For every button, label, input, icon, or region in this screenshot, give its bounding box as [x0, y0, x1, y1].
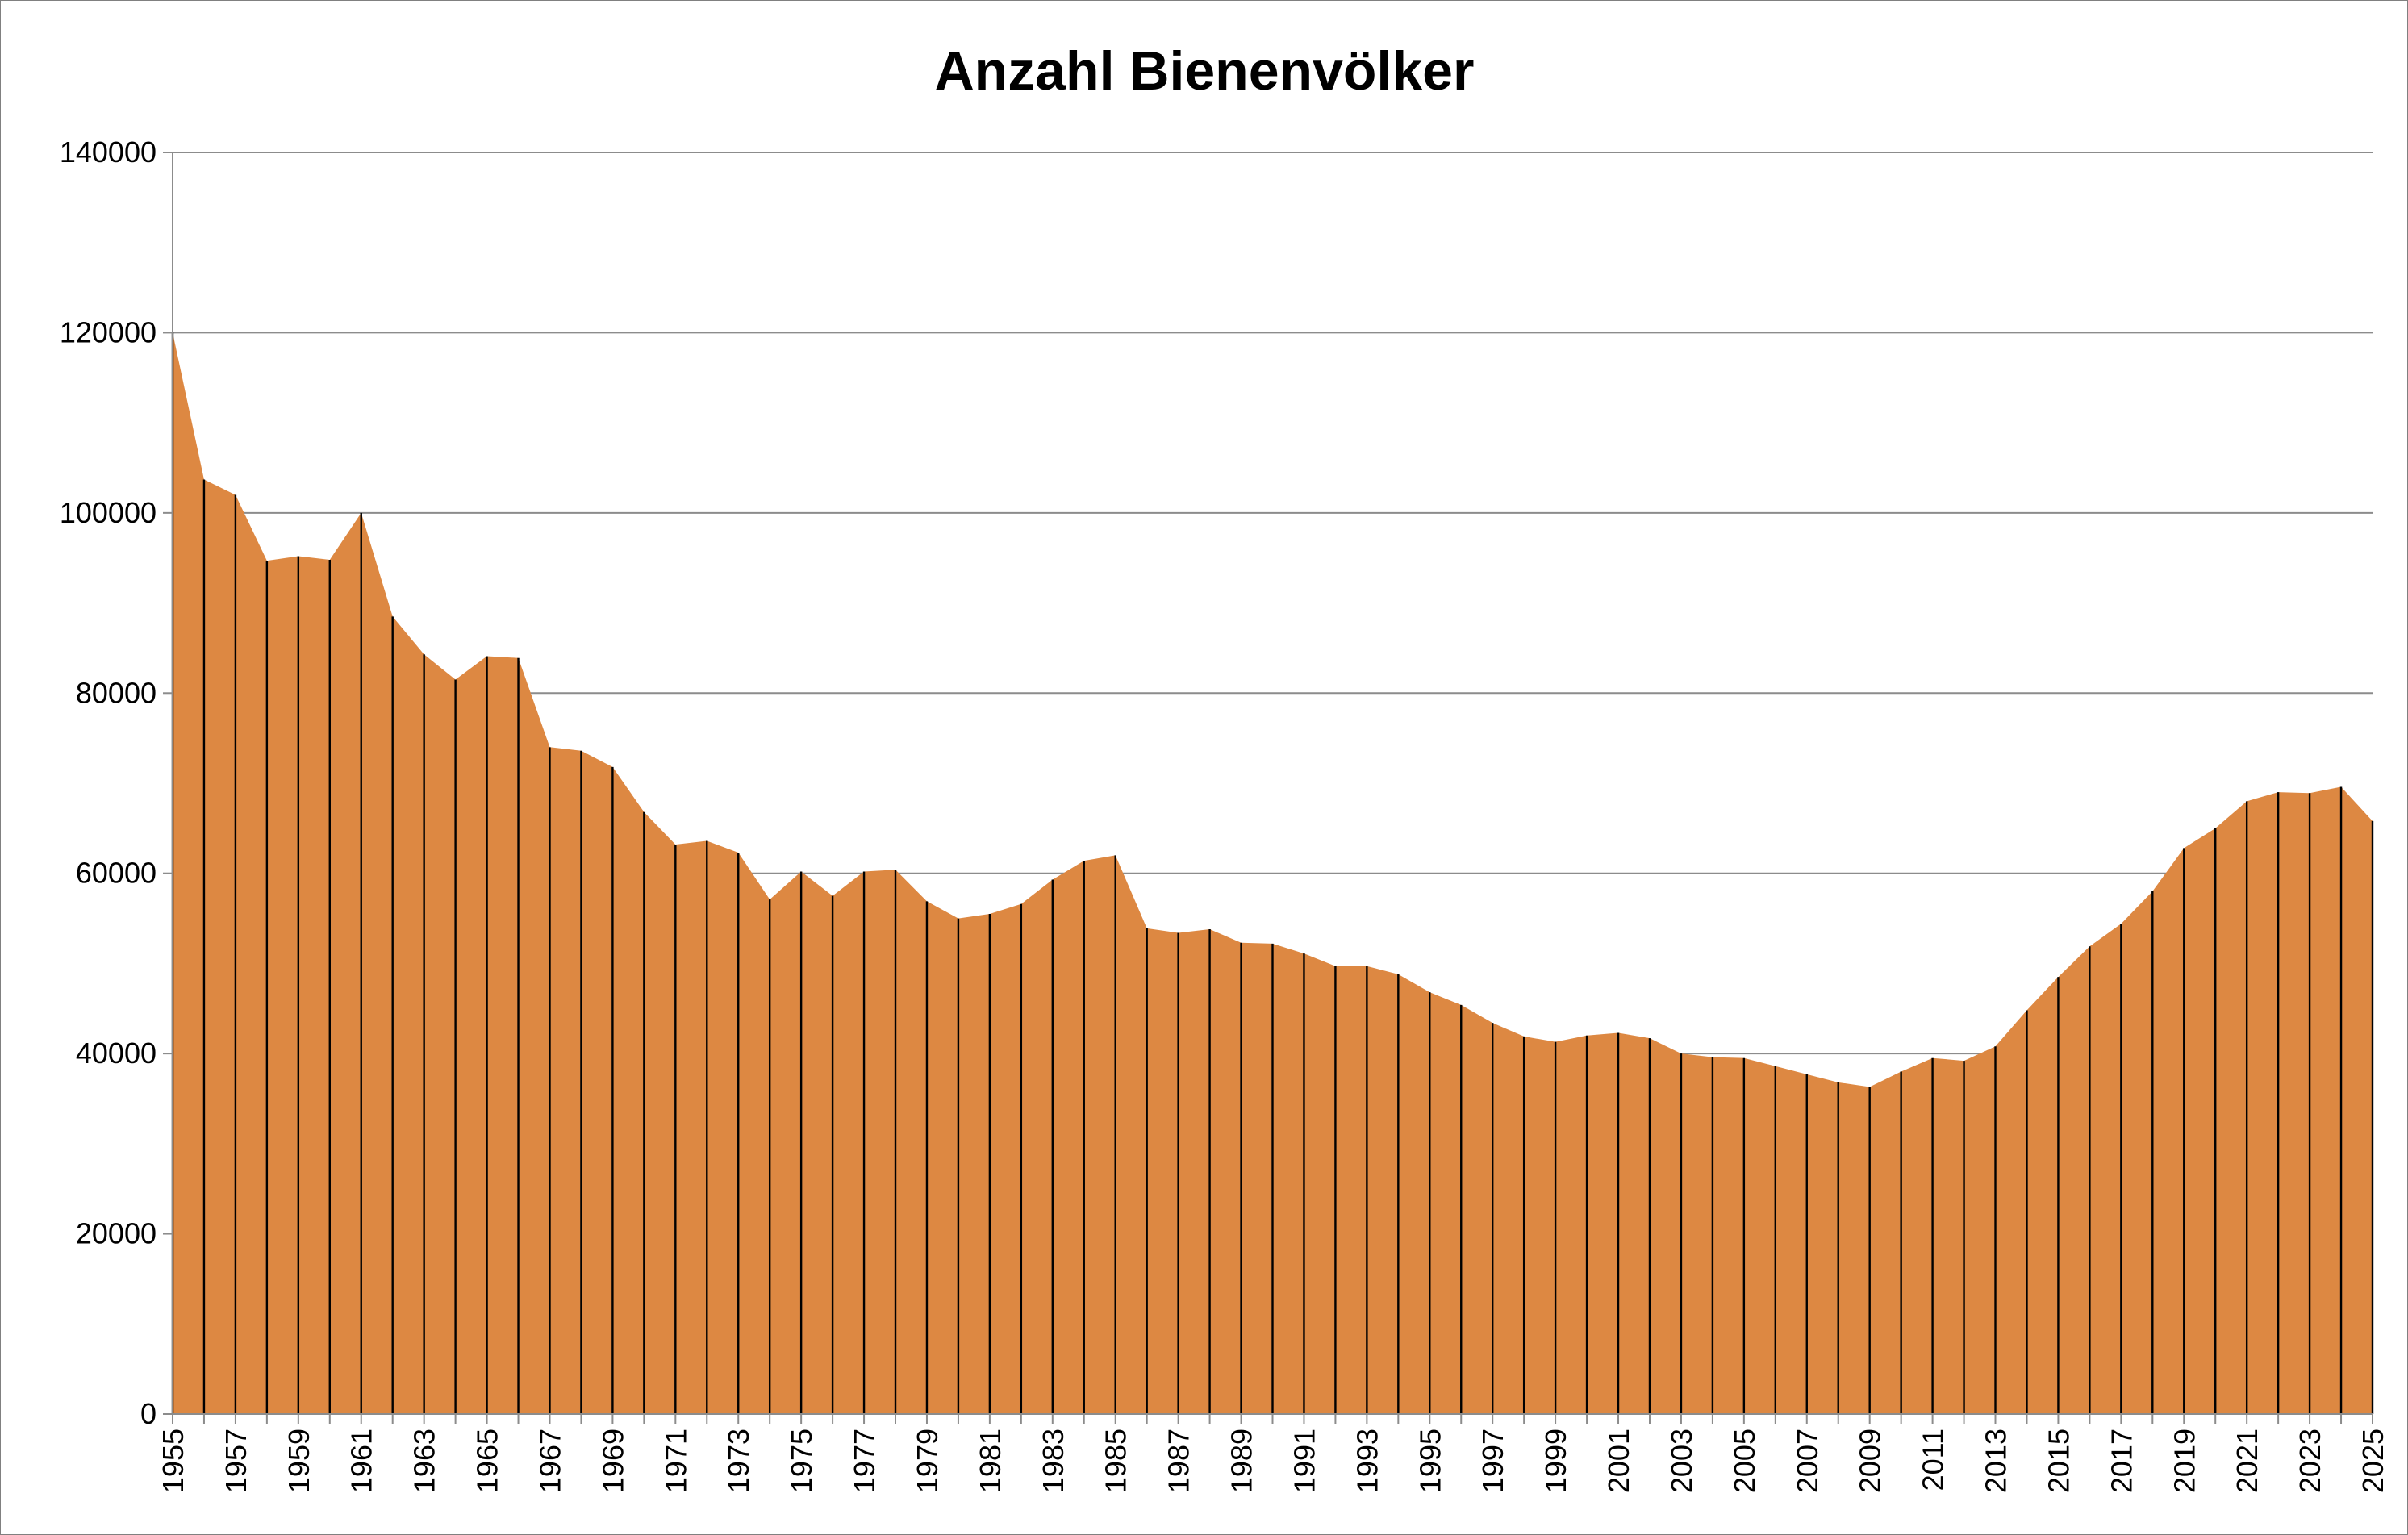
x-tick-label-1963: 1963	[408, 1429, 441, 1493]
x-tick-label-2015: 2015	[2042, 1429, 2075, 1493]
x-tick-label-1979: 1979	[911, 1429, 944, 1493]
y-tick-label-0: 0	[140, 1397, 156, 1430]
y-tick-label-60000: 60000	[76, 857, 156, 890]
x-tick-label-2001: 2001	[1602, 1429, 1635, 1493]
x-tick-label-1971: 1971	[659, 1429, 692, 1493]
x-tick-label-1987: 1987	[1162, 1429, 1196, 1493]
x-tick-label-1973: 1973	[722, 1429, 755, 1493]
x-tick-label-2007: 2007	[1791, 1429, 1824, 1493]
x-tick-label-1967: 1967	[533, 1429, 566, 1493]
y-tick-label-140000: 140000	[60, 136, 156, 169]
x-tick-label-1975: 1975	[785, 1429, 818, 1493]
y-tick-labels: 0 20000 40000 60000 80000 100000 120000 140000	[60, 136, 156, 1430]
x-tick-label-1957: 1957	[219, 1429, 252, 1493]
y-tick-label-20000: 20000	[76, 1217, 156, 1250]
x-tick-labels: 1955 1957 1959 1961 1963 1965 1967 1969 1971 1973…	[156, 1429, 2389, 1493]
y-tick-label-100000: 100000	[60, 496, 156, 529]
x-tick-label-2011: 2011	[1917, 1429, 1950, 1491]
x-tick-label-1997: 1997	[1476, 1429, 1509, 1493]
drop-lines	[171, 332, 2374, 1414]
x-tick-label-2023: 2023	[2293, 1429, 2327, 1493]
y-tick-label-40000: 40000	[76, 1037, 156, 1070]
x-tick-label-2019: 2019	[2168, 1429, 2201, 1493]
chart-title: Anzahl Bienenvölker	[935, 40, 1475, 102]
x-tick-label-1999: 1999	[1539, 1429, 1572, 1493]
x-tick-label-1969: 1969	[596, 1429, 629, 1493]
series-area	[173, 332, 2373, 1415]
y-tick-label-120000: 120000	[60, 315, 156, 348]
x-tick-label-1977: 1977	[848, 1429, 881, 1493]
x-tick-label-2009: 2009	[1854, 1429, 1887, 1493]
y-tick-label-80000: 80000	[76, 676, 156, 709]
x-tick-label-2003: 2003	[1665, 1429, 1698, 1493]
x-tick-label-1959: 1959	[282, 1429, 315, 1493]
data-area	[173, 332, 2373, 1415]
x-tick-label-2017: 2017	[2105, 1429, 2138, 1493]
x-tick-label-2013: 2013	[1980, 1429, 2013, 1493]
x-tick-label-1985: 1985	[1100, 1429, 1133, 1493]
x-tick-label-1995: 1995	[1413, 1429, 1446, 1493]
x-tick-label-1983: 1983	[1037, 1429, 1070, 1493]
x-tick-label-2025: 2025	[2356, 1429, 2389, 1493]
x-tick-label-1991: 1991	[1287, 1429, 1321, 1493]
x-tick-label-2005: 2005	[1728, 1429, 1761, 1493]
x-tick-label-2021: 2021	[2231, 1429, 2264, 1493]
axes	[163, 152, 2373, 1424]
x-tick-label-1965: 1965	[471, 1429, 504, 1493]
x-tick-label-1981: 1981	[974, 1429, 1007, 1493]
x-tick-label-1993: 1993	[1350, 1429, 1383, 1493]
x-tick-label-1989: 1989	[1225, 1429, 1258, 1493]
x-tick-label-1955: 1955	[156, 1429, 190, 1493]
x-tick-label-1961: 1961	[345, 1429, 378, 1493]
